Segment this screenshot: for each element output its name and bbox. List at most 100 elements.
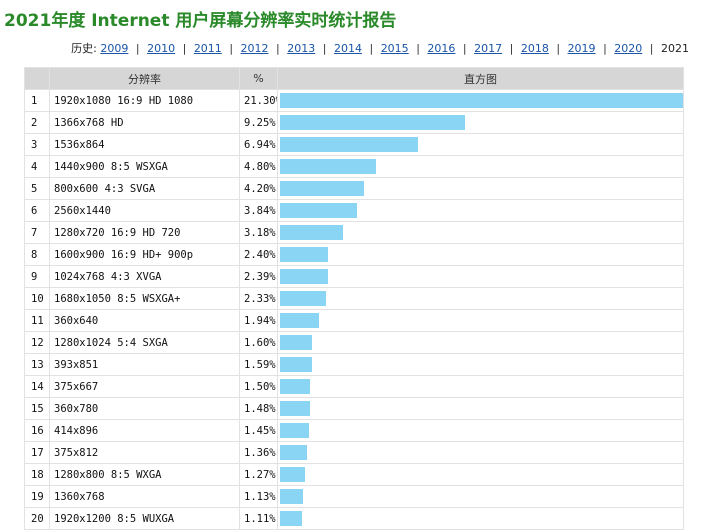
histogram-bar	[280, 225, 343, 240]
rank-cell: 16	[24, 419, 50, 442]
resolution-cell: 1280x1024 5:4 SXGA	[49, 331, 240, 354]
rank-cell: 5	[24, 177, 50, 200]
history-year-links: 2009 | 2010 | 2011 | 2012 | 2013 | 2014 …	[100, 42, 689, 55]
bar-cell	[277, 419, 684, 442]
percent-cell: 3.84%	[239, 199, 278, 222]
rank-cell: 18	[24, 463, 50, 486]
table-row: 3 1536x864 6.94%	[24, 133, 684, 156]
resolution-cell: 1920x1200 8:5 WUXGA	[49, 507, 240, 530]
rank-cell: 14	[24, 375, 50, 398]
table-row: 6 2560x1440 3.84%	[24, 199, 684, 222]
histogram-bar	[280, 379, 310, 394]
history-year-link[interactable]: 2009	[100, 42, 129, 55]
resolution-cell: 375x667	[49, 375, 240, 398]
history-year-link[interactable]: 2015	[380, 42, 409, 55]
rank-cell: 2	[24, 111, 50, 134]
resolution-cell: 1536x864	[49, 133, 240, 156]
history-year-link[interactable]: 2011	[193, 42, 222, 55]
resolution-cell: 1680x1050 8:5 WSXGA+	[49, 287, 240, 310]
histogram-header: 直方图	[277, 67, 684, 90]
percent-cell: 21.30%	[239, 89, 278, 112]
histogram-bar	[280, 181, 364, 196]
percent-cell: 3.18%	[239, 221, 278, 244]
table-header-row: 分辨率 % 直方图	[24, 67, 684, 90]
table-row: 14 375x667 1.50%	[24, 375, 684, 398]
histogram-bar	[280, 203, 357, 218]
separator: |	[135, 42, 140, 55]
table-row: 8 1600x900 16:9 HD+ 900p 2.40%	[24, 243, 684, 266]
resolution-cell: 375x812	[49, 441, 240, 464]
resolution-cell: 1366x768 HD	[49, 111, 240, 134]
rank-cell: 9	[24, 265, 50, 288]
resolution-cell: 1600x900 16:9 HD+ 900p	[49, 243, 240, 266]
bar-cell	[277, 397, 684, 420]
table-row: 16 414x896 1.45%	[24, 419, 684, 442]
bar-cell	[277, 265, 684, 288]
bar-cell	[277, 287, 684, 310]
history-year-link[interactable]: 2014	[333, 42, 362, 55]
history-year-link[interactable]: 2013	[287, 42, 316, 55]
resolution-cell: 1280x720 16:9 HD 720	[49, 221, 240, 244]
rank-cell: 13	[24, 353, 50, 376]
histogram-bar	[280, 269, 328, 284]
table-row: 5 800x600 4:3 SVGA 4.20%	[24, 177, 684, 200]
resolution-cell: 414x896	[49, 419, 240, 442]
history-year-link[interactable]: 2019	[567, 42, 596, 55]
history-nav: 历史: 2009 | 2010 | 2011 | 2012 | 2013 | 2…	[71, 40, 689, 56]
rank-cell: 17	[24, 441, 50, 464]
history-year-link[interactable]: 2012	[240, 42, 269, 55]
rank-cell: 7	[24, 221, 50, 244]
separator: |	[603, 42, 607, 55]
table-row: 17 375x812 1.36%	[24, 441, 684, 464]
histogram-bar	[280, 423, 309, 438]
resolution-cell: 393x851	[49, 353, 240, 376]
bar-cell	[277, 485, 684, 508]
table-row: 7 1280x720 16:9 HD 720 3.18%	[24, 221, 684, 244]
history-year-link[interactable]: 2010	[147, 42, 176, 55]
separator: |	[416, 42, 420, 55]
histogram-bar	[280, 401, 310, 416]
history-year-link[interactable]: 2017	[474, 42, 503, 55]
histogram-bar	[280, 159, 376, 174]
history-year-link[interactable]: 2020	[614, 42, 643, 55]
bar-cell	[277, 199, 684, 222]
history-year-link[interactable]: 2018	[520, 42, 549, 55]
bar-cell	[277, 331, 684, 354]
separator: |	[322, 42, 327, 55]
percent-cell: 4.20%	[239, 177, 278, 200]
rank-header	[24, 67, 50, 90]
table-row: 15 360x780 1.48%	[24, 397, 684, 420]
histogram-bar	[280, 93, 683, 108]
histogram-bar	[280, 335, 312, 350]
table-row: 20 1920x1200 8:5 WUXGA 1.11%	[24, 507, 684, 530]
bar-cell	[277, 309, 684, 332]
bar-cell	[277, 353, 684, 376]
histogram-bar	[280, 137, 418, 152]
resolution-cell: 360x780	[49, 397, 240, 420]
rank-cell: 1	[24, 89, 50, 112]
bar-cell	[277, 221, 684, 244]
resolution-header: 分辨率	[49, 67, 240, 90]
percent-cell: 2.40%	[239, 243, 278, 266]
percent-cell: 2.33%	[239, 287, 278, 310]
resolution-cell: 800x600 4:3 SVGA	[49, 177, 240, 200]
rank-cell: 19	[24, 485, 50, 508]
percent-cell: 1.48%	[239, 397, 278, 420]
page-title: 2021年度 Internet 用户屏幕分辨率实时统计报告	[4, 11, 397, 31]
bar-cell	[277, 441, 684, 464]
histogram-bar	[280, 511, 302, 526]
separator: |	[509, 42, 514, 55]
resolution-cell: 360x640	[49, 309, 240, 332]
bar-cell	[277, 507, 684, 530]
percent-cell: 1.59%	[239, 353, 278, 376]
percent-cell: 1.27%	[239, 463, 278, 486]
rank-cell: 4	[24, 155, 50, 178]
percent-cell: 1.94%	[239, 309, 278, 332]
resolution-cell: 1280x800 8:5 WXGA	[49, 463, 240, 486]
table-row: 9 1024x768 4:3 XVGA 2.39%	[24, 265, 684, 288]
history-year-link[interactable]: 2016	[427, 42, 456, 55]
rank-cell: 12	[24, 331, 50, 354]
histogram-bar	[280, 357, 312, 372]
rank-cell: 15	[24, 397, 50, 420]
